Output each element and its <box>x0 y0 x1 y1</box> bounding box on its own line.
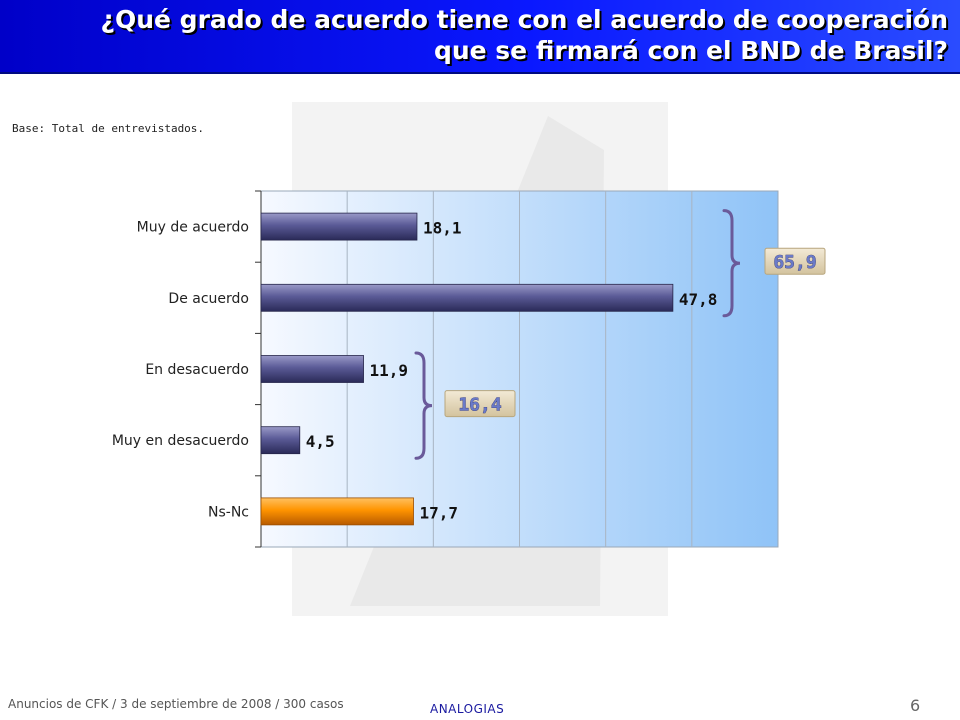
value-label: 47,8 <box>679 290 718 309</box>
group-total-badge <box>444 390 516 418</box>
bar <box>260 283 674 312</box>
base-note: Base: Total de entrevistados. <box>12 122 205 135</box>
footer-note: Anuncios de CFK / 3 de septiembre de 200… <box>8 697 344 711</box>
title-banner: ¿Qué grado de acuerdo tiene con el acuer… <box>0 0 960 74</box>
group-brace <box>722 209 741 318</box>
value-label: 18,1 <box>423 219 462 238</box>
value-label: 17,7 <box>420 503 459 522</box>
value-label: 4,5 <box>306 432 335 451</box>
group-total-badge <box>764 247 826 275</box>
category-label: Muy de acuerdo <box>137 220 249 236</box>
page-title: ¿Qué grado de acuerdo tiene con el acuer… <box>100 5 948 65</box>
bar <box>260 212 418 241</box>
brand-logo-text: ANALOGIAS <box>430 702 505 716</box>
category-label: Muy en desacuerdo <box>112 433 249 449</box>
category-label: Ns-Nc <box>208 504 249 520</box>
bar <box>260 355 364 383</box>
group-total-label: 16,4 <box>458 395 502 416</box>
page-number: 6 <box>910 696 921 715</box>
value-label: 11,9 <box>370 361 409 380</box>
group-brace <box>414 351 433 460</box>
group-total-label: 65,9 <box>773 252 816 273</box>
category-label: En desacuerdo <box>145 362 249 378</box>
bar <box>260 426 301 455</box>
category-label: De acuerdo <box>168 291 249 307</box>
bar <box>260 497 414 526</box>
